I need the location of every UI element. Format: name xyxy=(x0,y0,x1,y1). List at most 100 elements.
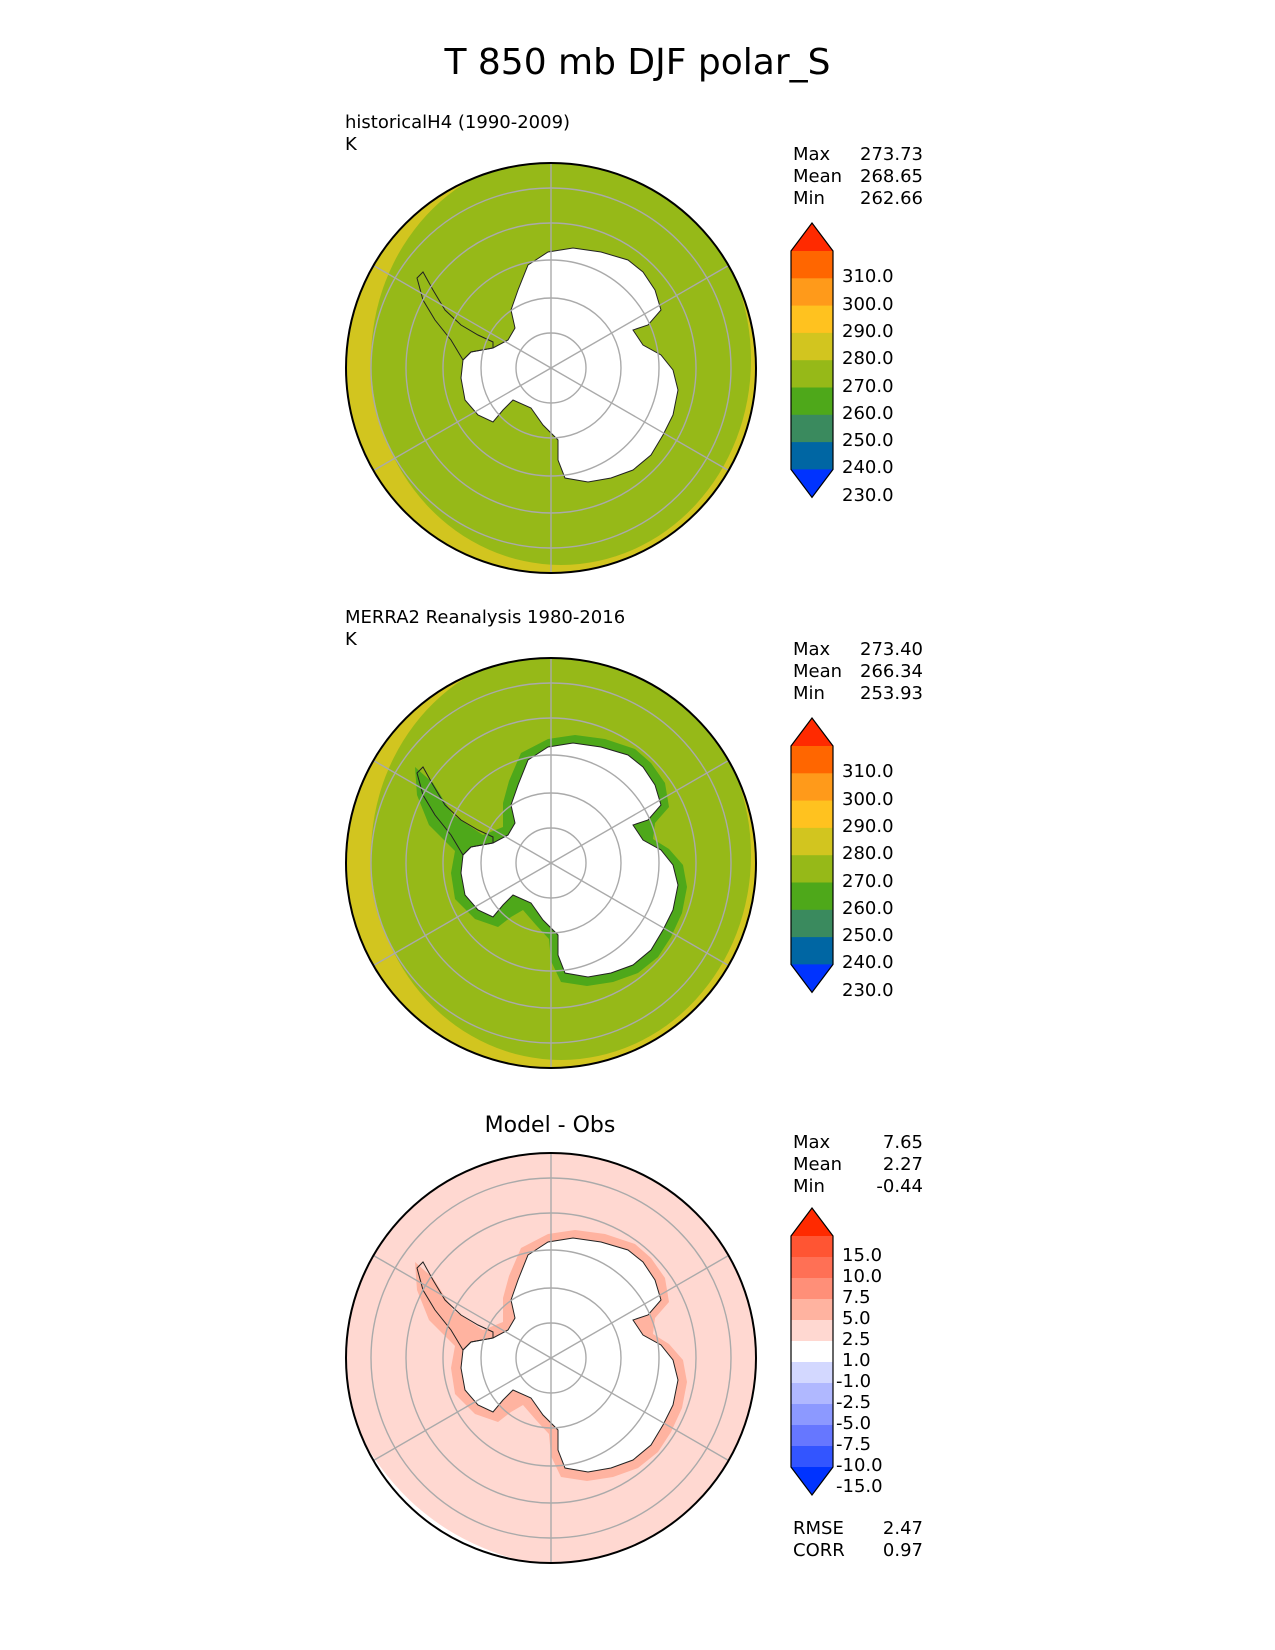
meridian-line xyxy=(550,862,729,967)
antarctic-peninsula-coastline xyxy=(416,271,494,361)
stat-label: Min xyxy=(793,188,825,209)
colorbar-bin xyxy=(791,1341,833,1363)
colorbar-tick-label: 300.0 xyxy=(842,788,894,810)
colorbar-tick-label: 15.0 xyxy=(842,1245,883,1266)
colorbar-bin xyxy=(791,1425,833,1447)
colorbar-tick-label: 240.0 xyxy=(842,952,894,974)
stat-value: 2.27 xyxy=(882,1154,923,1175)
graticule xyxy=(370,1153,732,1563)
colorbar-bin xyxy=(791,773,833,802)
stat-label: Mean xyxy=(793,1154,843,1175)
map-fill-group xyxy=(346,1153,756,1563)
stat-row: Mean 2.27 xyxy=(793,1154,923,1176)
colorbar-bin xyxy=(791,360,833,388)
colorbar-tick-label: 240.0 xyxy=(842,457,894,479)
stat-value: 268.65 xyxy=(860,166,923,187)
stat-label: Min xyxy=(793,1176,825,1197)
colorbar-tick-label: 230.0 xyxy=(842,484,894,506)
map-fill-group xyxy=(346,163,756,573)
meridian-line xyxy=(550,367,729,472)
colorbar-tick-label: 270.0 xyxy=(842,870,894,892)
stat-value: 273.40 xyxy=(860,639,923,660)
colorbar-tick-label: 7.5 xyxy=(842,1287,871,1308)
stat-value: 2.47 xyxy=(882,1518,923,1539)
meridian-line xyxy=(373,367,552,472)
obs-stats: Max 273.40 Mean 266.34 Min 253.93 xyxy=(793,639,923,705)
obs-panel-label: MERRA2 Reanalysis 1980-2016 K xyxy=(345,607,625,651)
meridian-line xyxy=(550,264,729,369)
antarctic-peninsula-coastline xyxy=(416,1261,494,1351)
colorbar-tick-label: 250.0 xyxy=(842,430,894,452)
map-fill-group xyxy=(346,658,756,1068)
colorbar-tick-label: 310.0 xyxy=(842,266,894,288)
colorbar-tick-label: -15.0 xyxy=(836,1476,883,1497)
colorbar-bin xyxy=(791,800,833,829)
stat-value: -0.44 xyxy=(876,1176,923,1197)
colorbar-bin xyxy=(791,305,833,334)
colorbar-max-extension xyxy=(791,223,833,251)
colorbar-bin xyxy=(791,1383,833,1405)
colorbar-tick-label: 2.5 xyxy=(842,1329,871,1350)
colorbar-bin xyxy=(791,1236,833,1258)
colorbar-bin xyxy=(791,827,833,856)
graticule xyxy=(370,658,732,1068)
meridian-line xyxy=(373,759,552,864)
colorbar-svg xyxy=(790,717,834,994)
colorbar-tick-label: -10.0 xyxy=(836,1455,883,1476)
colorbar-max-extension xyxy=(791,718,833,746)
obs-panel-dataset: MERRA2 Reanalysis 1980-2016 xyxy=(345,607,626,628)
stat-label: Mean xyxy=(793,166,843,187)
stat-row: Min -0.44 xyxy=(793,1176,923,1198)
meridian-line xyxy=(550,1254,729,1359)
colorbar-tick-label: 290.0 xyxy=(842,815,894,837)
colorbar-bin xyxy=(791,387,833,416)
diff-error-stats: RMSE 2.47 CORR 0.97 xyxy=(793,1518,923,1562)
meridian-line xyxy=(373,1254,552,1359)
colorbar-min-extension xyxy=(791,469,833,498)
colorbar-tick-label: 10.0 xyxy=(842,1266,883,1287)
figure-title: T 850 mb DJF polar_S xyxy=(444,42,831,83)
colorbar-tick-label: -5.0 xyxy=(836,1413,872,1434)
stat-label: CORR xyxy=(793,1540,845,1561)
colorbar-tick-label: -1.0 xyxy=(836,1371,872,1392)
colorbar-svg xyxy=(790,222,834,499)
stat-value: 262.66 xyxy=(860,188,923,209)
colorbar-bin xyxy=(791,1278,833,1300)
diff-panel-title: Model - Obs xyxy=(484,1113,616,1138)
colorbar-bin xyxy=(791,1446,833,1468)
colorbar-outline xyxy=(790,717,834,994)
stat-label: Max xyxy=(793,1132,831,1153)
colorbar-bin xyxy=(791,278,833,307)
model-stats: Max 273.73 Mean 268.65 Min 262.66 xyxy=(793,144,923,210)
stat-label: Max xyxy=(793,144,831,165)
stat-value: 7.65 xyxy=(882,1132,923,1153)
map-border xyxy=(345,657,757,1069)
meridian-line xyxy=(550,1357,729,1462)
map-border xyxy=(345,1152,757,1564)
model-polar-map xyxy=(345,162,757,574)
stat-row: Mean 266.34 xyxy=(793,661,923,683)
colorbar-tick-label: 280.0 xyxy=(842,348,894,370)
colorbar-tick-label: 250.0 xyxy=(842,925,894,947)
colorbar-bin xyxy=(791,909,833,938)
stat-row: Min 253.93 xyxy=(793,683,923,705)
diff-polar-map xyxy=(345,1152,757,1564)
colorbar-bin xyxy=(791,1299,833,1321)
stat-value: 253.93 xyxy=(860,683,923,704)
stat-row: Max 7.65 xyxy=(793,1132,923,1154)
colorbar-tick-label: 260.0 xyxy=(842,402,894,424)
colorbar-tick-label: -7.5 xyxy=(836,1434,872,1455)
colorbar-tick-label: 300.0 xyxy=(842,293,894,315)
stat-row: Mean 268.65 xyxy=(793,166,923,188)
colorbar-bin xyxy=(791,1320,833,1342)
colorbar-bin xyxy=(791,251,833,279)
model-panel-units: K xyxy=(345,134,357,155)
colorbar-tick-label: 1.0 xyxy=(842,1350,871,1371)
diff-stats: Max 7.65 Mean 2.27 Min -0.44 xyxy=(793,1132,923,1198)
graticule xyxy=(370,163,732,573)
stat-label: RMSE xyxy=(793,1518,844,1539)
colorbar-bin xyxy=(791,1404,833,1426)
colorbar-tick-label: 310.0 xyxy=(842,761,894,783)
meridian-line xyxy=(373,264,552,369)
meridian-line xyxy=(373,862,552,967)
